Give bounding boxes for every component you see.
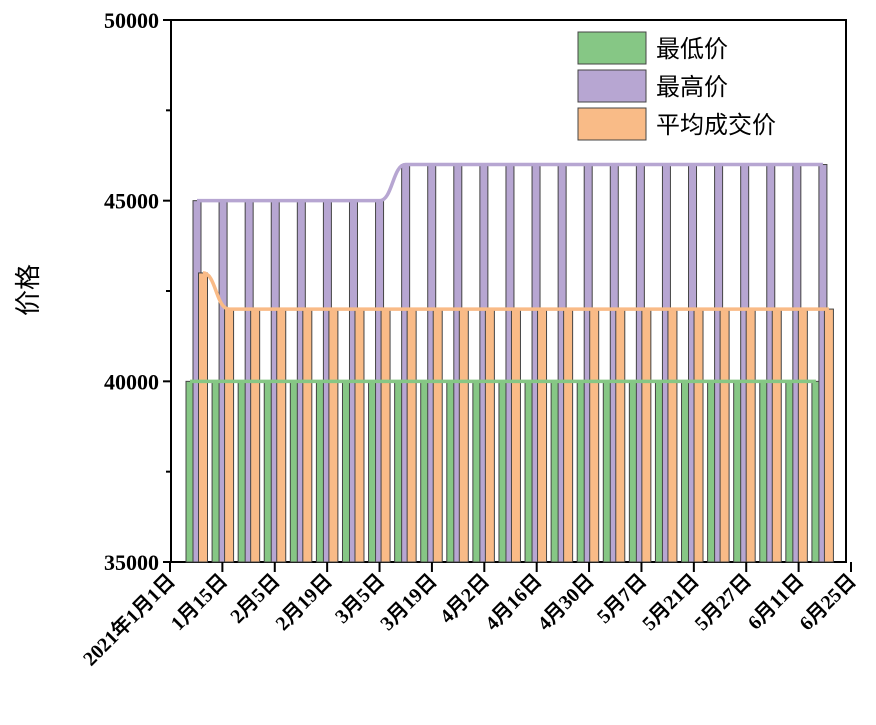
bar-平均成交价 — [458, 308, 469, 563]
x-tick-label: 2月19日 — [272, 570, 337, 635]
bar-平均成交价 — [537, 308, 548, 563]
bar-平均成交价 — [589, 308, 600, 563]
x-tick-label: 2021年1月1日 — [78, 569, 180, 671]
x-tick-label: 3月19日 — [376, 570, 441, 635]
bar-平均成交价 — [693, 308, 704, 563]
bar-平均成交价 — [302, 308, 313, 563]
bar-平均成交价 — [354, 308, 365, 563]
legend-swatch — [577, 31, 647, 65]
bar-平均成交价 — [771, 308, 782, 563]
x-tick-label: 1月15日 — [167, 570, 232, 635]
x-tick-label: 4月16日 — [481, 570, 546, 635]
line-平均成交价 — [202, 271, 829, 311]
bar-平均成交价 — [484, 308, 495, 563]
bar-平均成交价 — [510, 308, 521, 563]
bar-平均成交价 — [432, 308, 443, 563]
bar-平均成交价 — [745, 308, 756, 563]
x-tick-label: 4月30日 — [534, 570, 599, 635]
bar-平均成交价 — [823, 308, 834, 563]
line-最高价 — [197, 162, 823, 203]
bar-平均成交价 — [667, 308, 678, 563]
y-tick-label: 50000 — [104, 8, 159, 33]
bar-平均成交价 — [250, 308, 261, 563]
bar-平均成交价 — [641, 308, 652, 563]
bar-平均成交价 — [719, 308, 730, 563]
legend-label: 最低价 — [656, 35, 728, 63]
legend-label: 最高价 — [656, 73, 728, 101]
y-tick-label: 40000 — [104, 369, 159, 394]
bar-平均成交价 — [198, 272, 208, 563]
bar-平均成交价 — [797, 308, 808, 563]
x-tick-label: 5月21日 — [638, 570, 703, 635]
bar-平均成交价 — [380, 308, 391, 563]
y-tick-label: 45000 — [104, 189, 159, 214]
legend-swatch — [577, 69, 647, 103]
legend-label: 平均成交价 — [656, 111, 776, 139]
x-tick-label: 6月25日 — [795, 570, 860, 635]
legend-swatch — [577, 107, 647, 141]
bar-平均成交价 — [615, 308, 626, 563]
bar-平均成交价 — [276, 308, 287, 563]
bar-平均成交价 — [406, 308, 417, 563]
bar-平均成交价 — [224, 308, 235, 563]
y-axis-title: 价格 — [14, 264, 44, 316]
y-tick-label: 35000 — [104, 550, 159, 575]
x-tick-label: 6月11日 — [744, 570, 808, 634]
plot-area: 350004000045000500002021年1月1日1月15日2月5日2月… — [78, 8, 861, 670]
x-tick-label: 5月27日 — [691, 570, 756, 635]
bar-平均成交价 — [563, 308, 574, 563]
bar-平均成交价 — [328, 308, 339, 563]
